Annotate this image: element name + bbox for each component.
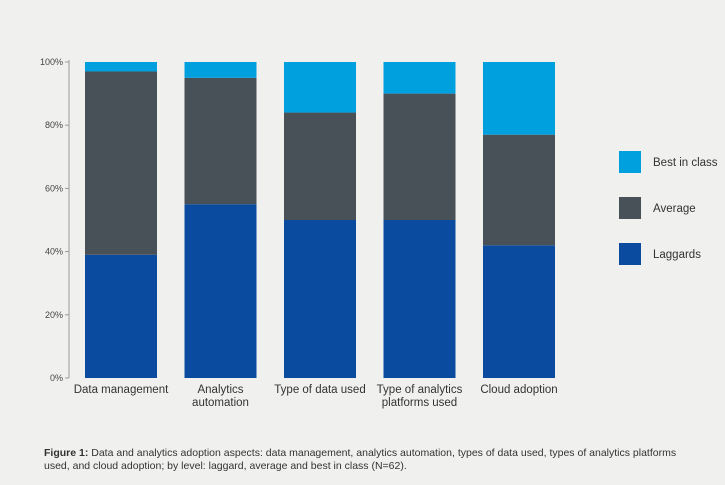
- legend-label: Laggards: [653, 249, 701, 261]
- bar-segment-best-in-class: [85, 62, 157, 72]
- y-tick-label: 100%: [40, 57, 63, 67]
- x-category-label: Cloud adoption: [480, 384, 557, 396]
- figure-caption-label: Figure 1:: [44, 447, 89, 459]
- x-category-label: Data management: [74, 384, 169, 396]
- legend-label: Best in class: [653, 157, 718, 169]
- bar-segment-laggards: [184, 204, 257, 378]
- x-category-label: Type of data used: [274, 384, 365, 396]
- y-tick-label: 0%: [50, 373, 63, 383]
- y-tick-label: 20%: [45, 310, 63, 320]
- bar-segment-best-in-class: [483, 62, 555, 135]
- legend-label: Average: [653, 203, 696, 215]
- bar-segment-best-in-class: [184, 62, 257, 78]
- x-category-label: Type of analytics: [377, 384, 463, 396]
- x-category-label: automation: [192, 397, 249, 409]
- legend-swatch: [619, 243, 641, 265]
- bar-segment-average: [383, 93, 456, 220]
- y-tick-label: 80%: [45, 120, 63, 130]
- bar-segment-average: [284, 112, 356, 220]
- bar-segment-laggards: [383, 220, 456, 378]
- figure-caption: Figure 1: Data and analytics adoption as…: [44, 447, 704, 473]
- bar-segment-best-in-class: [383, 62, 456, 94]
- y-tick-label: 60%: [45, 183, 63, 193]
- bar-segment-laggards: [85, 254, 157, 378]
- y-tick-label: 40%: [45, 247, 63, 257]
- stacked-bar-chart: 0% 20% 40% 60% 80% 100% Data management Analyti…: [40, 57, 718, 409]
- bar-segment-average: [184, 77, 257, 205]
- bar-segment-laggards: [483, 245, 555, 378]
- figure-caption-text: Data and analytics adoption aspects: dat…: [44, 447, 677, 472]
- x-category-label: platforms used: [382, 397, 457, 409]
- bar-segment-laggards: [284, 220, 356, 378]
- legend-swatch: [619, 151, 641, 173]
- bar-segment-average: [483, 134, 555, 246]
- legend-swatch: [619, 197, 641, 219]
- bar-segment-average: [85, 71, 157, 255]
- x-category-label: Analytics: [197, 384, 243, 396]
- bar-segment-best-in-class: [284, 62, 356, 113]
